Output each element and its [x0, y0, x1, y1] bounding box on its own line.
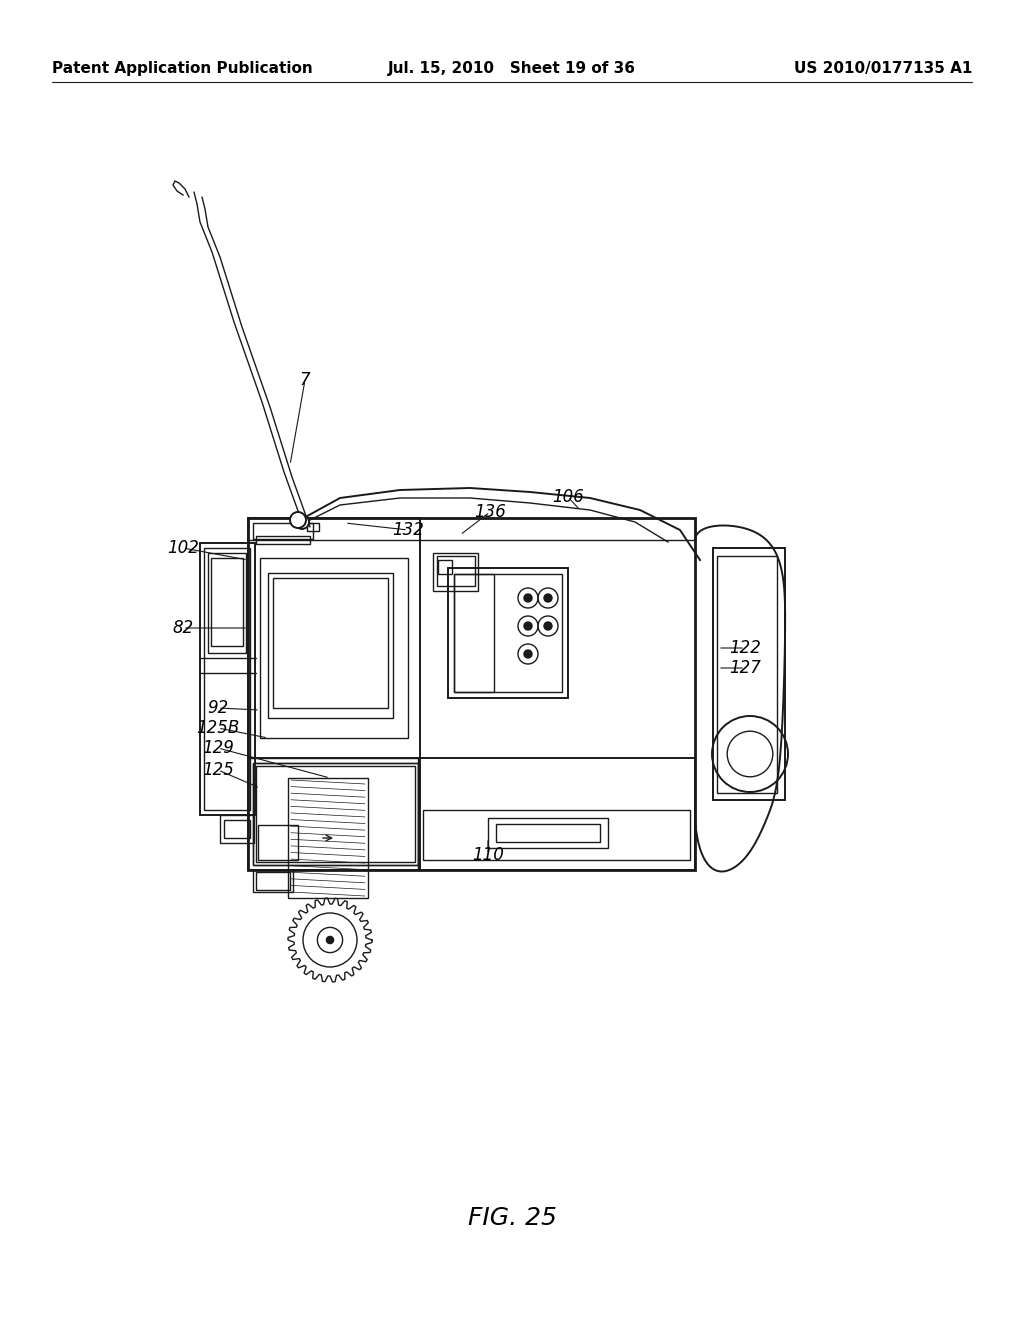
Bar — [200, 543, 255, 814]
Bar — [253, 523, 313, 539]
Bar — [496, 824, 600, 842]
Bar — [454, 574, 494, 692]
Bar — [717, 556, 777, 793]
Bar — [438, 560, 452, 574]
Bar — [248, 758, 695, 870]
Circle shape — [524, 594, 532, 602]
Bar — [256, 873, 290, 890]
Text: 102: 102 — [167, 539, 199, 557]
Text: 132: 132 — [392, 521, 424, 539]
Text: Patent Application Publication: Patent Application Publication — [52, 61, 312, 75]
Bar — [253, 870, 293, 892]
Bar — [220, 814, 254, 843]
Text: 129: 129 — [202, 739, 233, 756]
Bar — [208, 553, 246, 653]
Text: 127: 127 — [729, 659, 761, 677]
Bar — [449, 568, 568, 698]
Bar — [224, 820, 250, 838]
Circle shape — [544, 594, 552, 602]
Bar — [248, 517, 695, 540]
Text: FIG. 25: FIG. 25 — [468, 1206, 556, 1230]
Text: 110: 110 — [472, 846, 504, 865]
Bar — [248, 517, 695, 870]
Circle shape — [327, 936, 334, 944]
Circle shape — [295, 515, 309, 529]
Bar — [260, 558, 408, 738]
Text: US 2010/0177135 A1: US 2010/0177135 A1 — [794, 61, 972, 75]
Bar — [423, 810, 690, 861]
Bar — [268, 573, 393, 718]
Circle shape — [524, 622, 532, 630]
Bar — [256, 766, 415, 862]
Bar — [433, 553, 478, 591]
Circle shape — [290, 512, 306, 528]
Bar — [288, 777, 368, 898]
Text: 125: 125 — [202, 762, 233, 779]
Bar — [253, 763, 418, 865]
Bar — [211, 558, 243, 645]
Text: 122: 122 — [729, 639, 761, 657]
Bar — [273, 578, 388, 708]
Bar — [454, 574, 562, 692]
Bar — [253, 763, 418, 865]
Text: 106: 106 — [552, 488, 584, 506]
Bar — [204, 548, 250, 810]
Bar — [713, 548, 785, 800]
Text: Jul. 15, 2010   Sheet 19 of 36: Jul. 15, 2010 Sheet 19 of 36 — [388, 61, 636, 75]
Bar — [256, 536, 310, 544]
Text: 92: 92 — [208, 700, 228, 717]
Text: 136: 136 — [474, 503, 506, 521]
Circle shape — [544, 622, 552, 630]
Bar — [307, 523, 319, 531]
Bar — [437, 556, 475, 586]
Bar — [488, 818, 608, 847]
Circle shape — [524, 649, 532, 657]
Text: 125B: 125B — [197, 719, 240, 737]
Bar — [258, 825, 298, 861]
Bar — [248, 517, 420, 870]
Text: 82: 82 — [172, 619, 194, 638]
Text: 7: 7 — [300, 371, 310, 389]
